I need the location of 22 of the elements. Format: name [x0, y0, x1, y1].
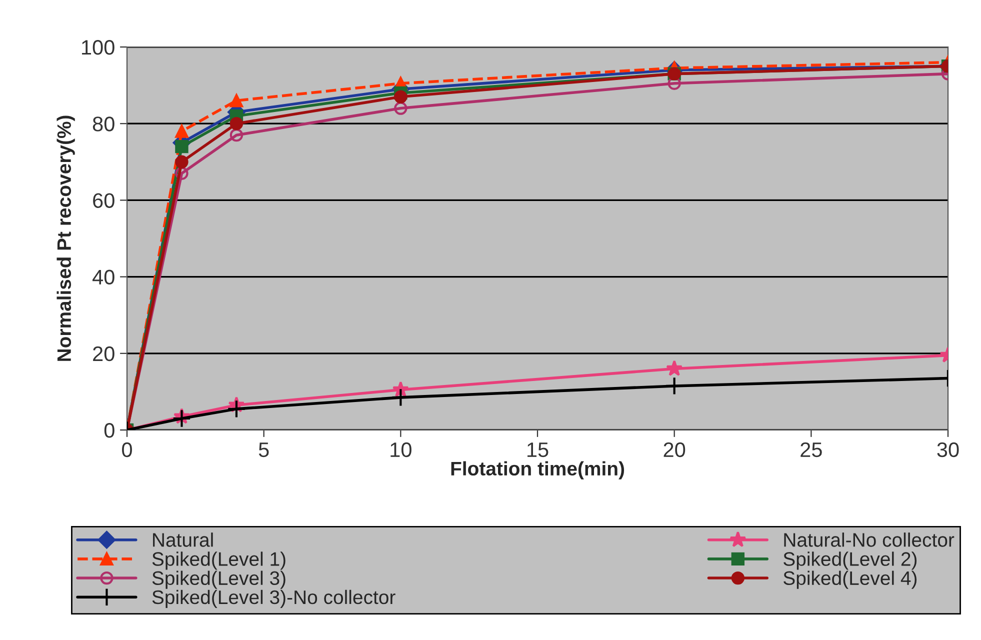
x-tick-label: 0: [122, 442, 132, 458]
legend-label: Natural: [153, 532, 213, 547]
x-tick-label: 15: [528, 442, 548, 458]
legend-label: Spiked(Level 2): [784, 552, 917, 570]
legend-label: Spiked(Level 4): [784, 570, 917, 589]
x-tick-label: 10: [390, 442, 412, 458]
y-tick-label: 80: [92, 116, 114, 132]
x-tick-label: 5: [258, 442, 269, 458]
y-tick-label: 0: [104, 423, 114, 438]
y-tick-label: 40: [92, 270, 114, 285]
y-tick-label: 100: [82, 40, 114, 55]
y-tick-label: 60: [93, 193, 114, 208]
y-tick-label: 20: [93, 346, 114, 362]
x-axis-title: Flotation time(min): [451, 461, 624, 480]
legend-label: Spiked(Level 3): [152, 570, 286, 589]
legend-label: Spiked(Level 3)-No collector: [152, 590, 396, 608]
x-tick-label: 30: [937, 442, 959, 458]
x-tick-label: 25: [800, 442, 822, 458]
legend-label: Spiked(Level 1): [152, 552, 286, 570]
legend-label: Natural-No collector: [784, 532, 954, 547]
x-tick-label: 20: [664, 442, 686, 458]
y-axis-title: Normalised Pt recovery(%): [56, 116, 75, 361]
